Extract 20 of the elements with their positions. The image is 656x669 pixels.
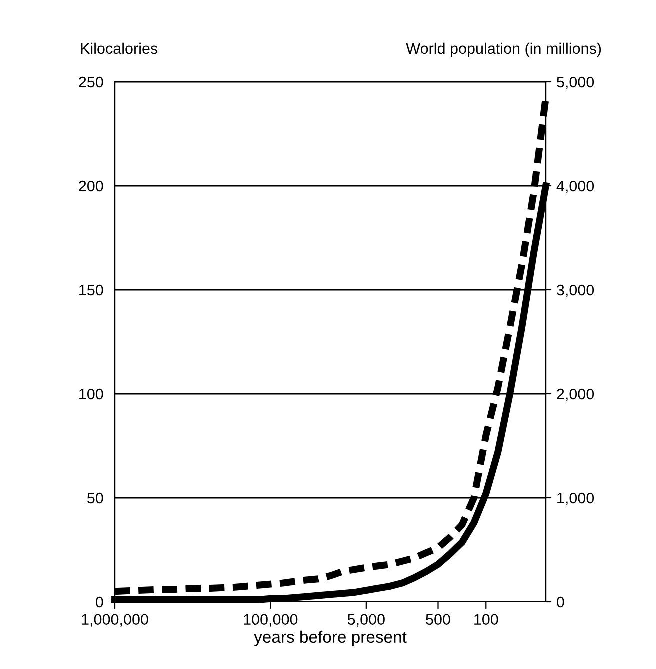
y2-axis-title: World population (in millions) <box>406 42 602 58</box>
y2-tick-label: 2,000 <box>557 388 594 402</box>
x-axis-title: years before present <box>254 630 407 646</box>
y2-tick-label: 3,000 <box>557 284 594 298</box>
y2-tick-label: 1,000 <box>558 492 594 506</box>
y2-tick-label: 4,000 <box>556 180 594 194</box>
x-tick-label: 500 <box>426 614 450 626</box>
y-axis-title: Kilocalories <box>81 42 158 54</box>
y-tick-label: 0 <box>96 596 104 608</box>
y2-tick-label: 0 <box>557 596 564 608</box>
x-tick-label: 100 <box>474 614 498 626</box>
x-tick-label: 1,000,000 <box>82 614 148 627</box>
y-tick-label: 150 <box>80 284 104 296</box>
x-tick-label: 100,000 <box>244 614 298 627</box>
y-tick-label: 200 <box>79 180 104 192</box>
y-tick-label: 250 <box>79 76 104 88</box>
x-tick-label: 5,000 <box>348 614 385 627</box>
y2-tick-label: 5,000 <box>557 76 594 90</box>
y-tick-label: 100 <box>80 388 104 400</box>
y-tick-label: 50 <box>88 492 104 504</box>
